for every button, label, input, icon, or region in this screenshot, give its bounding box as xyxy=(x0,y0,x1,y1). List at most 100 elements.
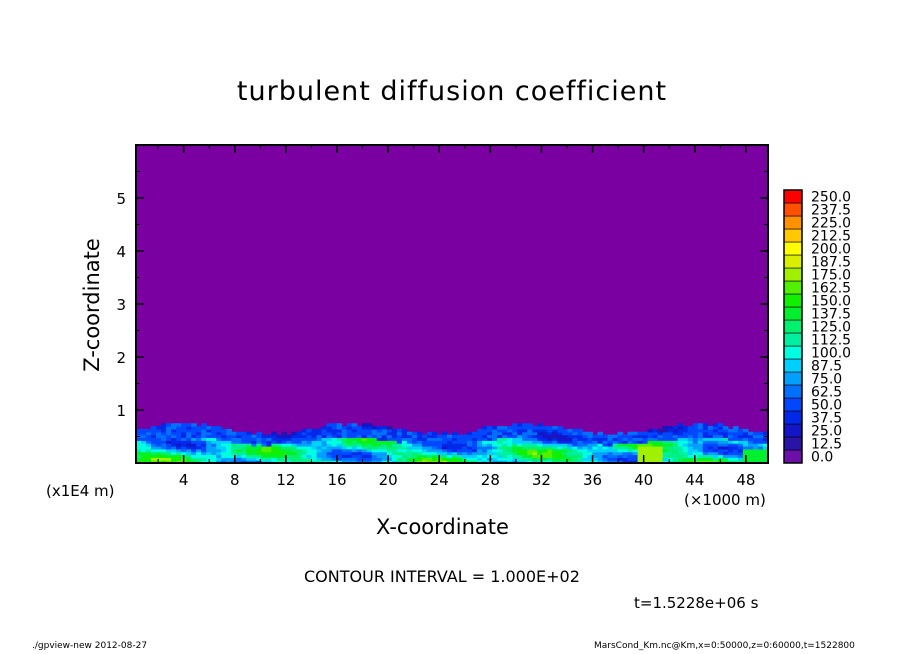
field-cell xyxy=(742,431,749,436)
field-cell xyxy=(271,454,278,458)
field-cell xyxy=(281,457,288,461)
field-cell xyxy=(527,460,533,464)
field-cell xyxy=(687,437,694,441)
field-cell xyxy=(446,434,453,439)
field-cell xyxy=(572,431,578,436)
field-cell xyxy=(286,440,293,444)
field-cell xyxy=(712,437,719,441)
field-cell xyxy=(236,451,242,456)
field-cell xyxy=(702,443,709,447)
field-cell xyxy=(311,443,318,447)
field-cell xyxy=(281,451,288,456)
field-cell xyxy=(717,443,724,447)
field-cell xyxy=(261,454,268,458)
field-cell xyxy=(682,426,689,430)
field-cell xyxy=(487,451,493,456)
field-cell xyxy=(201,460,207,464)
field-cell xyxy=(467,445,473,450)
field-cell xyxy=(492,457,498,461)
field-cell xyxy=(406,445,413,450)
field-cell xyxy=(597,454,604,458)
field-cell xyxy=(166,437,172,441)
field-cell xyxy=(376,428,383,433)
field-cell xyxy=(602,457,609,461)
field-cell xyxy=(296,451,303,456)
field-cell xyxy=(376,454,383,458)
field-cell xyxy=(171,443,177,447)
field-cell xyxy=(592,443,599,447)
field-cell xyxy=(321,434,328,439)
field-cell xyxy=(572,445,578,450)
field-cell xyxy=(151,426,157,430)
field-cell xyxy=(607,454,614,458)
field-cell xyxy=(201,431,207,436)
field-cell xyxy=(366,431,373,436)
field-cell xyxy=(276,434,283,439)
field-cell xyxy=(196,451,202,456)
field-cell xyxy=(406,437,413,441)
field-cell xyxy=(657,428,664,433)
field-cell xyxy=(186,423,192,427)
field-cell xyxy=(336,434,343,439)
field-cell xyxy=(647,445,654,450)
field-cell xyxy=(552,428,558,433)
field-cell xyxy=(201,423,207,427)
field-cell xyxy=(446,457,453,461)
contour-interval: CONTOUR INTERVAL = 1.000E+02 xyxy=(304,567,580,586)
plot-background xyxy=(136,145,768,463)
field-cell xyxy=(602,434,609,439)
field-cell xyxy=(542,443,548,447)
field-cell xyxy=(622,434,629,439)
field-cell xyxy=(502,426,508,430)
field-cell xyxy=(497,426,503,430)
field-cell xyxy=(697,443,704,447)
field-cell xyxy=(677,460,684,464)
field-cell xyxy=(331,451,338,456)
field-cell xyxy=(572,448,578,453)
field-cell xyxy=(356,451,363,456)
field-cell xyxy=(246,454,252,458)
field-cell xyxy=(161,440,167,444)
field-cell xyxy=(622,445,629,450)
field-cell xyxy=(191,434,197,439)
field-cell xyxy=(396,445,403,450)
field-cell xyxy=(371,443,378,447)
field-cell xyxy=(366,457,373,461)
field-cell xyxy=(176,428,182,433)
field-cell xyxy=(271,448,278,453)
field-cell xyxy=(722,443,729,447)
field-cell xyxy=(747,460,754,464)
field-cell xyxy=(381,454,388,458)
field-cell xyxy=(452,454,458,458)
field-cell xyxy=(331,434,338,439)
field-cell xyxy=(411,440,418,444)
field-cell xyxy=(301,451,308,456)
field-cell xyxy=(256,440,262,444)
field-cell xyxy=(431,451,438,456)
field-cell xyxy=(522,440,528,444)
field-cell xyxy=(241,434,247,439)
field-cell xyxy=(512,454,518,458)
field-cell xyxy=(271,434,278,439)
field-cell xyxy=(552,437,558,441)
field-cell xyxy=(211,428,217,433)
field-cell xyxy=(156,451,162,456)
field-cell xyxy=(176,460,182,464)
field-cell xyxy=(416,440,423,444)
field-cell xyxy=(356,434,363,439)
field-cell xyxy=(356,437,363,441)
colorbar-swatch xyxy=(783,306,803,321)
field-cell xyxy=(386,431,393,436)
field-cell xyxy=(276,440,283,444)
field-cell xyxy=(592,460,599,464)
field-cell xyxy=(667,460,674,464)
field-cell xyxy=(622,451,629,456)
field-cell xyxy=(141,437,147,441)
field-cell xyxy=(687,445,694,450)
field-cell xyxy=(467,431,473,436)
field-cell xyxy=(321,437,328,441)
field-cell xyxy=(637,431,644,436)
field-cell xyxy=(602,440,609,444)
field-cell xyxy=(637,460,644,464)
field-cell xyxy=(657,445,664,450)
